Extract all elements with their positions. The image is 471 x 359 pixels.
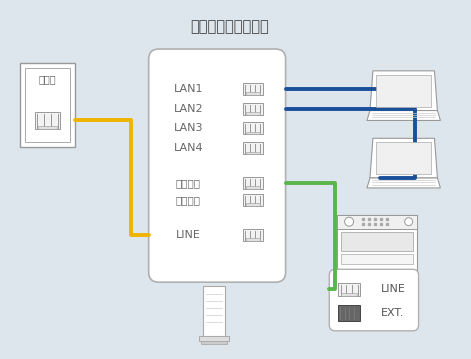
Text: ひかり電話対応機器: ひかり電話対応機器	[191, 19, 269, 34]
Bar	[203, 286, 225, 336]
Text: EXT.: EXT.	[381, 308, 404, 318]
Text: 光回線: 光回線	[39, 74, 56, 84]
Text: 電話機２: 電話機２	[176, 195, 201, 205]
Polygon shape	[367, 178, 440, 188]
Bar	[246, 152, 260, 154]
Circle shape	[345, 217, 354, 226]
Bar	[376, 75, 431, 107]
Bar	[246, 238, 260, 241]
Text: LINE: LINE	[381, 284, 406, 294]
Bar	[243, 83, 263, 95]
Text: LAN1: LAN1	[174, 84, 203, 94]
Bar	[337, 215, 416, 272]
Polygon shape	[370, 71, 438, 111]
Bar	[24, 68, 70, 142]
Polygon shape	[367, 111, 440, 121]
Bar	[243, 177, 263, 189]
Bar	[199, 336, 229, 341]
FancyBboxPatch shape	[149, 49, 285, 282]
Bar	[246, 203, 260, 206]
Text: 電話機１: 電話機１	[176, 178, 201, 188]
Bar	[243, 122, 263, 134]
Bar	[341, 293, 357, 295]
FancyBboxPatch shape	[329, 269, 419, 331]
Bar	[38, 126, 57, 129]
Circle shape	[405, 218, 413, 226]
Text: LAN2: LAN2	[173, 103, 203, 113]
Polygon shape	[370, 138, 438, 178]
Bar	[243, 229, 263, 241]
Bar	[246, 112, 260, 115]
Text: LAN3: LAN3	[174, 123, 203, 134]
Bar	[246, 186, 260, 189]
Bar	[243, 194, 263, 206]
Bar	[243, 142, 263, 154]
Bar	[338, 283, 360, 295]
Bar	[201, 341, 227, 344]
Bar	[337, 215, 416, 229]
Bar	[246, 132, 260, 134]
Bar	[341, 232, 413, 251]
Bar	[341, 255, 413, 264]
Bar	[376, 142, 431, 174]
Bar	[246, 92, 260, 95]
Bar	[20, 63, 75, 147]
Bar	[338, 305, 360, 321]
Bar	[34, 112, 60, 129]
Text: LINE: LINE	[176, 229, 201, 239]
Bar	[243, 103, 263, 115]
Text: LAN4: LAN4	[173, 143, 203, 153]
